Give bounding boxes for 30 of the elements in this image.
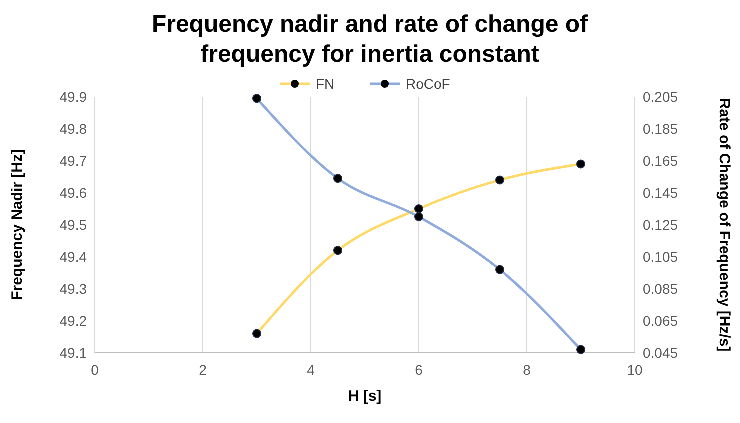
y-tick-label: 49.7 xyxy=(60,153,88,169)
legend-label: FN xyxy=(316,76,335,92)
chart-title: Frequency nadir and rate of change of frequency for inertia constant xyxy=(152,11,590,68)
y2-tick-label: 0.185 xyxy=(643,121,678,137)
legend-label: RoCoF xyxy=(406,76,450,92)
x-tick-label: 0 xyxy=(91,362,100,378)
x-tick-label: 6 xyxy=(415,362,424,378)
x-tick-label: 8 xyxy=(523,362,532,378)
y2-tick-label: 0.145 xyxy=(643,185,678,201)
y-tick-label: 49.9 xyxy=(60,89,88,105)
x-tick-label: 2 xyxy=(199,362,208,378)
y2-axis-title: Rate of Change of Frequency [Hz/s] xyxy=(716,98,733,352)
y2-tick-label: 0.105 xyxy=(643,249,678,265)
y2-tick-label: 0.085 xyxy=(643,281,678,297)
y2-tick-label: 0.125 xyxy=(643,217,678,233)
y-tick-label: 49.3 xyxy=(60,281,88,297)
y-tick-label: 49.8 xyxy=(60,121,88,137)
y2-tick-label: 0.045 xyxy=(643,345,678,361)
y2-tick-label: 0.205 xyxy=(643,89,678,105)
y-tick-label: 49.2 xyxy=(60,313,88,329)
y-axis-title: Frequency Nadir [Hz] xyxy=(9,150,26,300)
y-tick-label: 49.4 xyxy=(60,249,88,265)
y-tick-label: 49.6 xyxy=(60,185,88,201)
y-tick-label: 49.5 xyxy=(60,217,88,233)
x-axis-title: H [s] xyxy=(348,388,382,405)
x-tick-label: 4 xyxy=(307,362,316,378)
y2-tick-label: 0.065 xyxy=(643,313,678,329)
x-tick-label: 10 xyxy=(627,362,643,378)
y2-tick-label: 0.165 xyxy=(643,153,678,169)
y-tick-label: 49.1 xyxy=(60,345,88,361)
